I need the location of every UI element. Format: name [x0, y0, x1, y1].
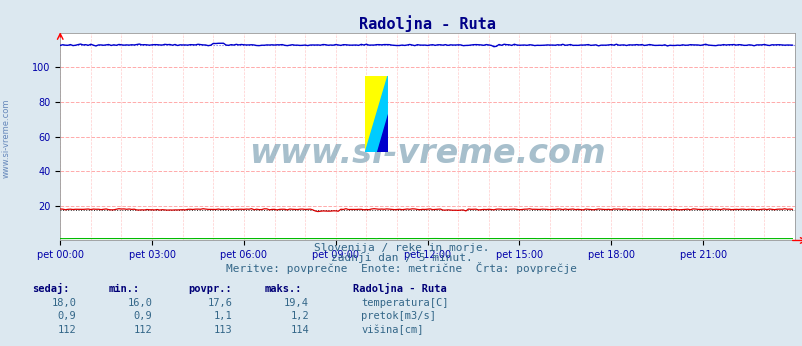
Text: 19,4: 19,4 — [284, 298, 309, 308]
Text: 0,9: 0,9 — [134, 311, 152, 321]
Text: Slovenija / reke in morje.: Slovenija / reke in morje. — [314, 243, 488, 253]
Text: 0,9: 0,9 — [58, 311, 76, 321]
Text: 114: 114 — [290, 325, 309, 335]
Text: 18,0: 18,0 — [51, 298, 76, 308]
Text: www.si-vreme.com: www.si-vreme.com — [2, 99, 11, 178]
Text: maks.:: maks.: — [265, 284, 302, 294]
Text: www.si-vreme.com: www.si-vreme.com — [249, 137, 606, 170]
Text: zadnji dan / 5 minut.: zadnji dan / 5 minut. — [330, 253, 472, 263]
Text: 113: 113 — [214, 325, 233, 335]
Text: sedaj:: sedaj: — [32, 283, 70, 294]
Text: pretok[m3/s]: pretok[m3/s] — [361, 311, 435, 321]
Text: višina[cm]: višina[cm] — [361, 325, 423, 335]
Text: 1,2: 1,2 — [290, 311, 309, 321]
Text: temperatura[C]: temperatura[C] — [361, 298, 448, 308]
Polygon shape — [365, 76, 387, 152]
Text: 16,0: 16,0 — [128, 298, 152, 308]
Polygon shape — [365, 76, 387, 152]
Text: min.:: min.: — [108, 284, 140, 294]
Text: 112: 112 — [134, 325, 152, 335]
Text: povpr.:: povpr.: — [188, 284, 232, 294]
Text: Radoljna - Ruta: Radoljna - Ruta — [353, 283, 447, 294]
Text: 112: 112 — [58, 325, 76, 335]
Text: 17,6: 17,6 — [208, 298, 233, 308]
Text: Meritve: povprečne  Enote: metrične  Črta: povprečje: Meritve: povprečne Enote: metrične Črta:… — [225, 262, 577, 274]
Title: Radoljna - Ruta: Radoljna - Ruta — [358, 15, 496, 32]
Polygon shape — [376, 114, 387, 152]
Text: 1,1: 1,1 — [214, 311, 233, 321]
